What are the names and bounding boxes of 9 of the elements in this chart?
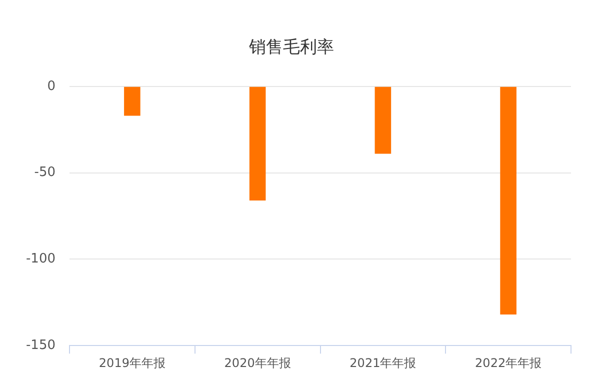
x-tick-label: 2022年年报 [475,356,542,370]
y-tick-label: -100 [26,252,56,267]
y-tick-label: -50 [34,165,56,180]
x-tick-label: 2019年年报 [98,356,166,370]
y-tick-label: -150 [26,338,56,353]
x-tick-label: 2020年年报 [224,356,291,370]
chart-title: 销售毛利率 [248,38,334,58]
y-tick-label: 0 [47,78,56,94]
x-tick-label: 2021年年报 [350,356,416,370]
